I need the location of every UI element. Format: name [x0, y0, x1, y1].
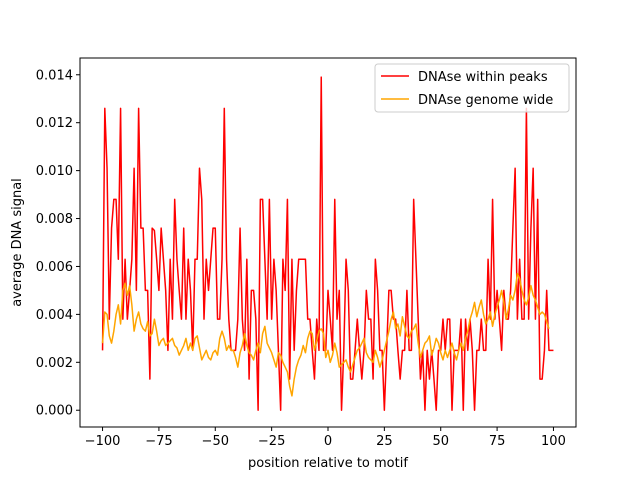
plot-lines: [101, 76, 554, 411]
x-tick-label: 25: [376, 434, 393, 449]
x-tick-label: −100: [85, 434, 121, 449]
x-tick-label: −25: [258, 434, 285, 449]
x-axis: −100 −75 −50 −25 0 25 50 75 100: [85, 427, 566, 449]
y-tick-label: 0.012: [36, 116, 73, 131]
legend: DNAse within peaks DNAse genome wide: [374, 63, 570, 113]
y-tick-label: 0.004: [36, 308, 73, 323]
y-tick-label: 0.000: [36, 404, 73, 419]
legend-label: DNAse genome wide: [418, 93, 553, 108]
series-line-2: [101, 272, 550, 397]
legend-label: DNAse within peaks: [418, 70, 548, 85]
x-tick-label: 0: [324, 434, 332, 449]
x-tick-label: 75: [489, 434, 506, 449]
x-tick-label: −50: [202, 434, 229, 449]
legend-box: [374, 63, 570, 113]
y-axis-label: average DNA signal: [10, 178, 25, 307]
series-line-1: [101, 76, 554, 411]
x-tick-label: −75: [145, 434, 172, 449]
y-tick-label: 0.008: [36, 212, 73, 227]
y-tick-label: 0.006: [36, 260, 73, 275]
y-tick-label: 0.002: [36, 356, 73, 371]
y-tick-label: 0.014: [36, 68, 73, 83]
y-axis: 0.000 0.002 0.004 0.006 0.008 0.010 0.012 0.014: [36, 68, 80, 419]
x-axis-label: position relative to motif: [248, 456, 408, 471]
x-tick-label: 50: [432, 434, 449, 449]
x-tick-label: 100: [541, 434, 566, 449]
y-tick-label: 0.010: [36, 164, 73, 179]
